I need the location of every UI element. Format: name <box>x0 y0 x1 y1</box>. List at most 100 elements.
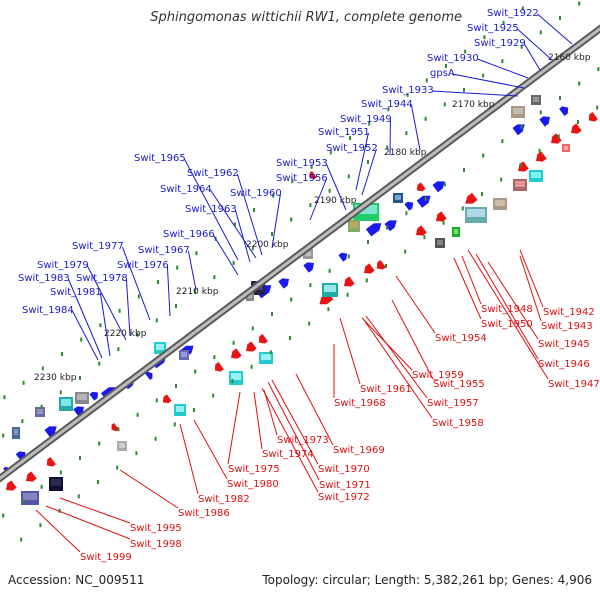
gene-label-top: Swit_1933 <box>382 85 434 96</box>
gene-label-top: Swit_1966 <box>163 229 215 240</box>
kbp-tick-label: 2220 kbp <box>104 329 147 339</box>
leader-line <box>475 253 539 360</box>
gene-reverse <box>435 211 447 222</box>
gene-reverse <box>162 394 172 404</box>
leader-line <box>209 189 257 259</box>
leader-line <box>325 163 347 211</box>
leader-line <box>227 391 241 465</box>
gene-arrow <box>550 133 562 144</box>
leader-line <box>59 497 131 524</box>
gene-reverse <box>5 480 17 491</box>
leader-line <box>453 257 482 320</box>
gene-label-top: Swit_1977 <box>72 241 124 252</box>
leader-line <box>339 317 361 385</box>
leader-line <box>537 13 573 45</box>
tick-mark <box>309 283 312 288</box>
gene-label-top: Swit_1925 <box>467 23 519 34</box>
gene-label-top: Swit_1967 <box>138 245 190 256</box>
leader-line <box>187 250 197 291</box>
gene-arrow <box>570 123 582 134</box>
gene-reverse <box>111 423 119 432</box>
gene-reverse <box>465 192 478 204</box>
feature-box-shade <box>61 399 71 406</box>
leader-line <box>477 58 529 79</box>
tick-mark <box>423 235 426 240</box>
tick-mark <box>231 379 234 384</box>
gene-arrow <box>214 362 224 372</box>
tick-mark <box>289 336 291 340</box>
tick-mark <box>404 249 407 254</box>
gene-arrow <box>309 171 317 180</box>
tick-mark <box>539 30 542 35</box>
feature-box-shade <box>533 97 539 102</box>
tick-mark <box>559 96 561 100</box>
kbp-tick-label: 2160 kbp <box>548 53 591 63</box>
gene-arrow <box>539 116 551 127</box>
tick-mark <box>347 174 350 179</box>
gene-reverse <box>214 362 224 372</box>
kbp-tick-label: 2210 kbp <box>176 287 219 297</box>
tick-mark <box>59 470 62 475</box>
gene-label-top: Swit_1952 <box>326 143 378 154</box>
feature-box-shade <box>350 222 358 228</box>
leader-line <box>309 178 327 221</box>
tick-mark <box>424 196 427 201</box>
tick-mark <box>195 251 198 256</box>
gene-arrow <box>588 112 598 122</box>
tick-mark <box>58 508 61 513</box>
leader-line <box>166 265 171 317</box>
leader-line <box>295 373 334 446</box>
gene-label-bottom: Swit_1970 <box>318 464 370 475</box>
tick-mark <box>99 323 102 328</box>
feature-box-shade <box>37 409 43 414</box>
tick-mark <box>502 20 505 25</box>
tick-mark <box>20 537 23 542</box>
tick-mark <box>346 292 349 297</box>
feature-box-shade <box>176 406 184 412</box>
gene-forward <box>44 426 57 438</box>
gene-label-top: Swit_1965 <box>134 153 186 164</box>
gene-arrow <box>111 423 119 432</box>
feature-box-shade <box>23 493 37 500</box>
tick-mark <box>194 369 197 374</box>
feature-box-shade <box>454 229 458 234</box>
leader-line <box>519 249 544 308</box>
feature-box-shade <box>515 181 525 187</box>
gene-arrow <box>5 480 17 491</box>
gene-reverse <box>588 112 598 122</box>
feature-box-shade <box>77 394 87 400</box>
tick-mark <box>308 321 311 326</box>
gene-forward <box>145 371 153 380</box>
leader-line <box>45 505 131 540</box>
tick-mark <box>482 153 485 158</box>
tick-mark <box>175 304 177 308</box>
feature-box-shade <box>14 429 18 435</box>
gene-arrow <box>278 278 290 289</box>
tick-mark <box>98 441 101 446</box>
tick-mark <box>136 332 139 337</box>
leader-line <box>517 28 553 61</box>
gene-label-bottom: Swit_1995 <box>130 523 182 534</box>
tick-mark <box>559 16 561 20</box>
tick-mark <box>272 193 275 198</box>
label-leaders <box>35 13 573 553</box>
leader-line <box>363 319 433 419</box>
gene-reverse <box>258 334 268 344</box>
gene-arrow <box>44 426 57 438</box>
tick-mark <box>79 376 81 380</box>
tick-mark <box>385 264 387 268</box>
gene-label-bottom: Swit_1972 <box>318 492 370 503</box>
gene-label-top: Swit_1981 <box>50 287 102 298</box>
tick-mark <box>442 220 445 225</box>
tick-mark <box>250 364 253 369</box>
tick-mark <box>22 380 25 385</box>
gene-arrow <box>46 457 56 467</box>
tick-mark <box>445 64 447 68</box>
tick-mark <box>117 347 120 352</box>
tick-mark <box>501 139 504 144</box>
tick-mark <box>40 404 43 409</box>
tick-mark <box>365 278 368 283</box>
feature-box-shade <box>119 443 125 448</box>
tick-mark <box>193 408 195 412</box>
gene-label-bottom: Swit_1975 <box>228 464 280 475</box>
